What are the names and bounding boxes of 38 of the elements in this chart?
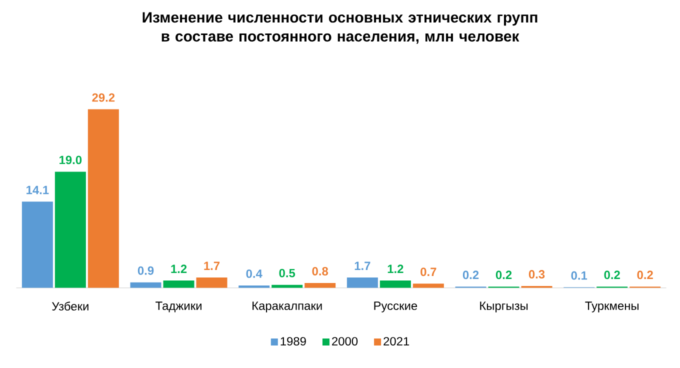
x-tick-label: Каракалпаки (252, 302, 322, 312)
data-label: 0.8 (312, 267, 328, 276)
legend-label: 2000 (332, 337, 358, 346)
data-label: 0.7 (420, 268, 436, 276)
data-label: 0.2 (496, 270, 512, 280)
data-label: 0.3 (528, 270, 545, 279)
bar (22, 202, 53, 288)
data-label: 0.5 (279, 268, 296, 278)
x-tick-label: Туркмены (585, 302, 638, 312)
bar (163, 280, 194, 288)
data-label: 0.1 (571, 271, 588, 280)
bar (196, 277, 228, 288)
bar (130, 282, 162, 288)
data-label: 0.4 (246, 269, 262, 278)
bar (346, 277, 378, 288)
bar (88, 109, 119, 288)
legend-label: 1989 (280, 337, 306, 346)
data-label: 1.7 (204, 262, 220, 270)
bar (380, 280, 411, 288)
data-label: 1.2 (171, 264, 187, 274)
legend-label: 2021 (384, 337, 410, 346)
x-tick-label: Кыргызы (480, 302, 528, 312)
data-label: 14.1 (26, 186, 49, 194)
x-tick-label: Узбеки (52, 302, 88, 311)
chart-title: Изменение численности основных этнических групп в составе постоянного населения, млн человек (142, 12, 538, 44)
data-label: 0.2 (604, 270, 620, 280)
bar (304, 282, 336, 288)
data-label: 0.2 (637, 270, 653, 280)
data-label: 0.2 (462, 270, 479, 280)
data-label: 1.2 (388, 264, 404, 274)
data-label: 0.9 (138, 266, 154, 275)
x-tick-label: Русские (374, 302, 418, 312)
data-label: 1.7 (354, 262, 370, 270)
x-tick-label: Таджики (156, 302, 202, 312)
data-label: 19.0 (60, 156, 82, 164)
bar (54, 172, 86, 288)
bar (412, 284, 444, 288)
data-label: 29.2 (92, 93, 115, 102)
